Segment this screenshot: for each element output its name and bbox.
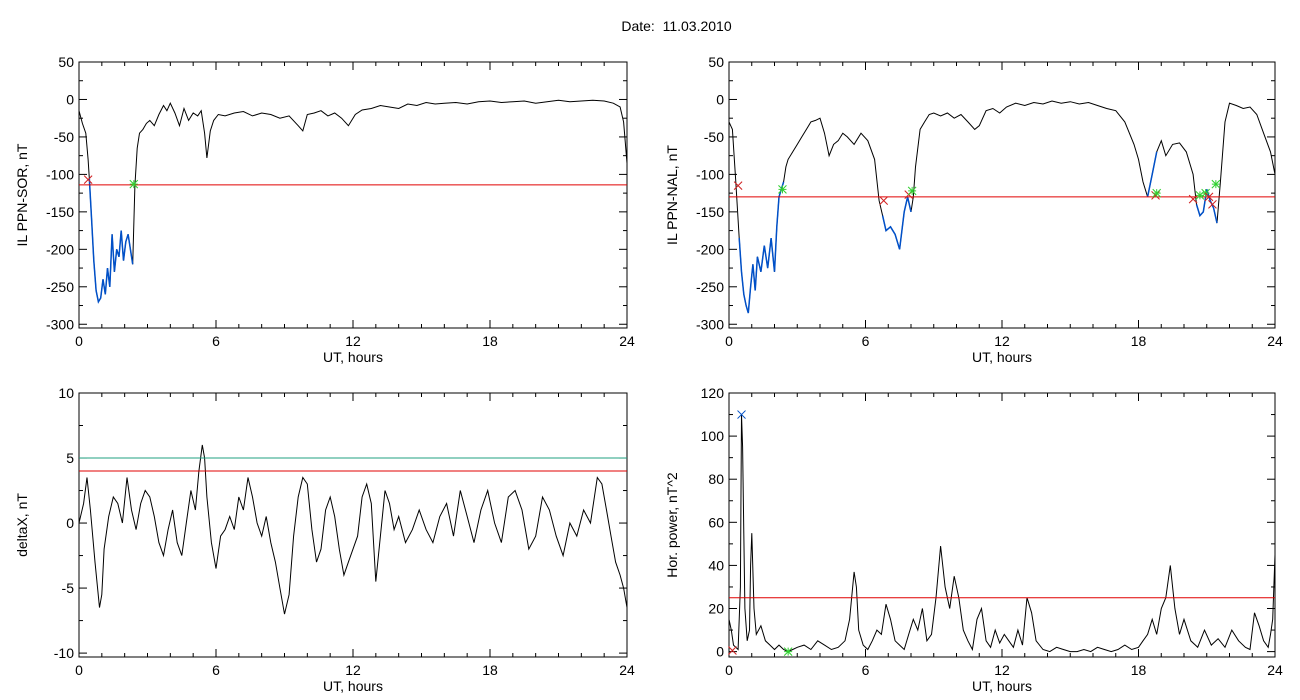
x-axis-label: UT, hours: [323, 678, 383, 694]
x-tick-label: 12: [994, 662, 1010, 678]
x-tick-label: 12: [345, 333, 361, 349]
x-tick-label: 18: [1131, 662, 1147, 678]
marker-end: [129, 179, 139, 189]
marker-start: [83, 175, 93, 184]
x-tick-label: 24: [619, 662, 635, 678]
x-tick-label: 0: [725, 333, 733, 349]
y-tick-label: -200: [46, 241, 74, 257]
y-axis-label: IL PPN-NAL, nT: [664, 145, 680, 245]
event-segment: [88, 178, 134, 304]
marker-start: [879, 196, 889, 205]
y-tick-label: 50: [708, 54, 724, 70]
y-tick-label: -200: [696, 241, 724, 257]
marker-start: [1204, 192, 1214, 202]
x-tick-label: 24: [1267, 333, 1283, 349]
y-tick-label: -5: [62, 580, 75, 596]
marker-end: [778, 185, 787, 194]
y-tick-label: 0: [716, 644, 724, 660]
event-segment: [1146, 151, 1158, 198]
y-axis-label: IL PPN-SOR, nT: [14, 143, 30, 246]
x-tick-label: 6: [212, 333, 220, 349]
y-tick-label: -300: [696, 316, 724, 332]
panel-power: 0 6 12 18 24 120 100 80 60 40 20 0 UT, hours Hor. pow…: [664, 385, 1283, 694]
marker-start: [1188, 194, 1198, 204]
x-axis-label: UT, hours: [972, 349, 1032, 365]
y-tick-label: -150: [696, 204, 724, 220]
marker-peak: [737, 410, 746, 419]
y-tick-label: -100: [696, 166, 724, 182]
plot-frame: [78, 392, 628, 658]
x-tick-label: 0: [75, 662, 83, 678]
x-tick-label: 0: [725, 662, 733, 678]
x-tick-label: 12: [994, 333, 1010, 349]
panel-sor: 0 6 12 18 24 50 0 -50 -100 -150 -200 -250 -300 UT, ho…: [14, 54, 635, 365]
series-line: [79, 444, 627, 615]
x-tick-label: 24: [619, 333, 635, 349]
y-tick-label: 10: [58, 385, 74, 401]
y-tick-label: 50: [58, 54, 74, 70]
y-tick-label: -50: [54, 129, 74, 145]
x-tick-label: 12: [345, 662, 361, 678]
x-tick-label: 18: [482, 662, 498, 678]
y-tick-label: 100: [701, 428, 725, 444]
series-line: [729, 414, 1275, 653]
event-segment: [1195, 189, 1218, 224]
y-axis-label: deltaX, nT: [14, 493, 30, 557]
y-tick-label: -300: [46, 316, 74, 332]
event-segment: [738, 181, 785, 314]
series-line: [729, 100, 1275, 314]
plot-frame: [728, 392, 1276, 658]
x-tick-label: 18: [482, 333, 498, 349]
x-tick-label: 6: [212, 662, 220, 678]
y-tick-label: 40: [708, 557, 724, 573]
y-tick-label: 0: [66, 91, 74, 107]
y-tick-label: -100: [46, 166, 74, 182]
y-tick-label: -10: [54, 645, 74, 661]
y-tick-label: 60: [708, 514, 724, 530]
y-tick-label: 120: [701, 385, 725, 401]
y-tick-label: 20: [708, 601, 724, 617]
x-tick-label: 6: [862, 662, 870, 678]
marker-start: [728, 646, 737, 655]
series-line: [79, 99, 627, 304]
x-axis-label: UT, hours: [323, 349, 383, 365]
y-tick-label: 5: [66, 450, 74, 466]
plot-frame: [728, 61, 1276, 329]
x-tick-label: 18: [1131, 333, 1147, 349]
y-tick-label: -250: [46, 279, 74, 295]
y-tick-label: -50: [704, 129, 724, 145]
y-tick-label: -250: [696, 279, 724, 295]
y-tick-label: 0: [716, 91, 724, 107]
x-tick-label: 0: [75, 333, 83, 349]
marker-start: [1208, 200, 1217, 209]
marker-end: [783, 647, 793, 656]
event-segment: [881, 196, 912, 250]
marker-end: [907, 186, 917, 196]
marker-end: [1211, 179, 1221, 189]
panel-nal: 0 6 12 18 24 50 0 -50 -100 -150 -200 -250 -300 UT, ho…: [664, 54, 1283, 365]
y-tick-label: -150: [46, 204, 74, 220]
x-tick-label: 6: [862, 333, 870, 349]
y-axis-label: Hor. power, nT^2: [664, 472, 680, 578]
panel-deltax: 0 6 12 18 24 10 5 0 -5 -10 UT, hours deltaX, nT: [14, 385, 635, 694]
x-tick-label: 24: [1267, 662, 1283, 678]
marker-end: [1152, 188, 1162, 198]
y-tick-label: 80: [708, 471, 724, 487]
page-title: Date: 11.03.2010: [621, 18, 732, 34]
x-axis-label: UT, hours: [972, 678, 1032, 694]
marker-start: [733, 181, 743, 190]
y-tick-label: 0: [66, 515, 74, 531]
